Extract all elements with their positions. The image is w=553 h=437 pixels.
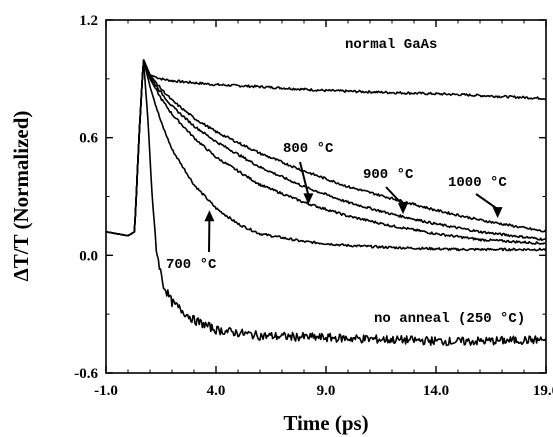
- series-line-700-c: [105, 59, 547, 252]
- y-axis-title: ΔT/T (Normalized): [9, 111, 33, 282]
- annotation-arrow-shaft: [385, 186, 404, 206]
- annotation-700-c: 700 °C: [166, 257, 217, 273]
- annotation-group: normal GaAs 800 °C 900 °C 1000 °C 700 °C no a…: [166, 37, 525, 327]
- annotation-800-c: 800 °C: [283, 141, 334, 157]
- annotation-arrow-shaft: [475, 193, 499, 210]
- x-axis-title: Time (ps): [283, 411, 368, 435]
- annotation-arrow-shaft: [299, 161, 310, 196]
- annotation-arrow-head: [398, 203, 408, 215]
- y-tick-label: 1.2: [79, 13, 98, 29]
- series-group: [105, 59, 547, 347]
- x-tick-label: -1.0: [94, 383, 118, 399]
- annotation-normal-gaas: normal GaAs: [345, 37, 437, 53]
- series-line-900-c: [105, 59, 547, 242]
- annotation-arrow-head: [303, 193, 314, 205]
- x-tick-label: 19.0: [533, 383, 553, 399]
- series-line-normal-gaas: [105, 59, 547, 237]
- series-line-no-anneal-250-c: [105, 62, 547, 347]
- series-line-1000-c: [105, 59, 547, 237]
- y-tick-label: -0.6: [74, 366, 98, 382]
- annotation-arrow-head: [492, 207, 503, 219]
- annotation-no-anneal-250-c: no anneal (250 °C): [374, 311, 525, 327]
- annotation-arrow-head: [204, 210, 215, 222]
- series-line-800-c: [105, 59, 547, 245]
- annotation-900-c: 900 °C: [363, 167, 414, 183]
- tick-group: -1.0 4.0 9.0 14.0 19.0 -0.6 0.0 0.6 1.2: [74, 13, 553, 399]
- annotation-1000-c: 1000 °C: [448, 175, 507, 191]
- y-tick-label: 0.0: [79, 248, 98, 264]
- x-tick-label: 4.0: [207, 383, 226, 399]
- y-tick-label: 0.6: [79, 131, 98, 147]
- x-tick-label: 14.0: [423, 383, 449, 399]
- x-tick-label: 9.0: [317, 383, 336, 399]
